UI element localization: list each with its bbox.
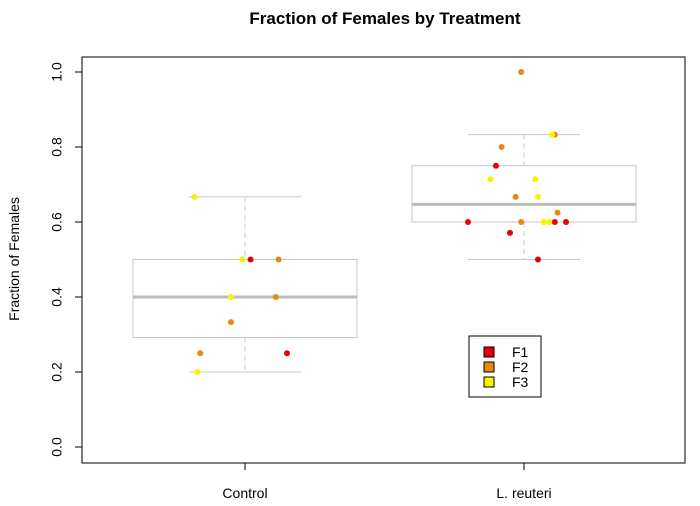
box-control [132,196,358,373]
point-f2 [275,256,282,263]
y-tick-label: 0.4 [49,287,65,307]
point-f3 [549,131,555,138]
legend-swatch-f3 [483,376,495,388]
y-tick-label: 0.2 [49,362,65,382]
box-l-reuteri [411,134,637,260]
legend-label-f3: F3 [512,374,529,390]
point-f3 [194,369,201,375]
point-f2 [498,144,505,150]
point-f1 [284,350,290,357]
y-tick-label: 1.0 [49,62,65,82]
legend-box [468,335,542,398]
point-f1 [535,256,541,263]
point-f2 [272,294,279,300]
x-axis: Control L. reuteri [222,462,552,501]
legend-label-f2: F2 [512,359,529,375]
boxes [132,134,637,373]
point-f3 [546,219,553,225]
point-f2 [512,193,519,200]
legend-swatch-f1 [483,346,495,358]
point-f3 [532,176,539,183]
point-f3 [540,219,547,225]
y-tick-label: 0.8 [49,137,65,157]
x-tick-label: L. reuteri [496,485,551,501]
point-f3 [535,193,541,200]
y-tick-label: 0.0 [49,437,65,457]
point-f3 [228,294,234,300]
legend-label-f1: F1 [512,344,529,360]
point-f2 [554,209,561,216]
point-f1 [563,219,569,225]
x-tick-label: Control [222,485,267,501]
point-f1 [465,219,471,225]
y-axis: 0.0 0.2 0.4 0.6 0.8 1.0 [49,62,83,457]
point-f3 [191,193,198,200]
points [191,69,569,375]
point-f1 [551,219,558,225]
legend-swatch-f2 [483,361,495,373]
y-tick-label: 0.6 [49,212,65,232]
point-f2 [518,69,525,75]
point-f1 [507,229,513,236]
point-f2 [228,319,234,326]
point-f2 [518,219,525,225]
chart-title: Fraction of Females by Treatment [249,9,520,28]
point-f3 [239,256,246,263]
point-f1 [493,162,499,169]
y-axis-label: Fraction of Females [6,197,22,321]
point-f3 [487,176,494,183]
point-f1 [247,256,254,263]
point-f2 [197,350,204,357]
box-iqr [411,165,637,223]
